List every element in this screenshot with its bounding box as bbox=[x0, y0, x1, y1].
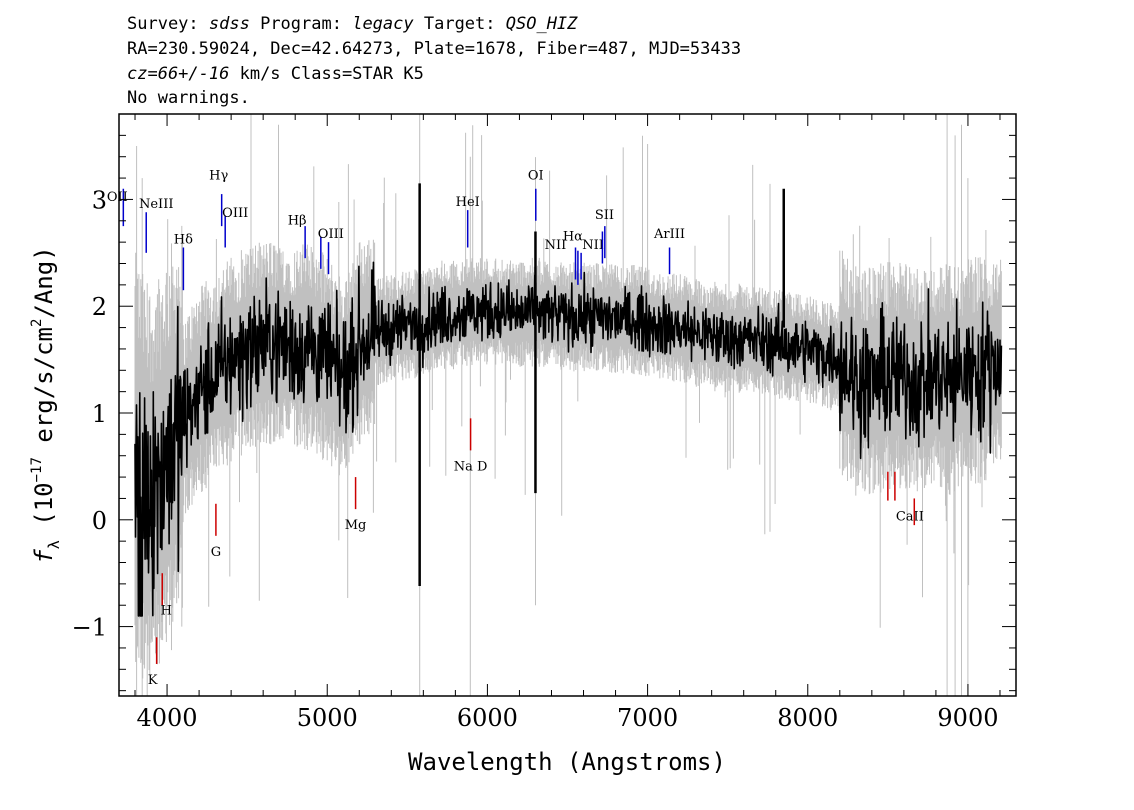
emission-label-15: ArIII bbox=[653, 227, 685, 242]
plot-frame bbox=[118, 113, 1017, 697]
emission-label-1: NeIII bbox=[139, 197, 173, 212]
emission-label-5: Hβ bbox=[288, 213, 307, 228]
target-value: QSO_HIZ bbox=[506, 14, 578, 34]
absorption-label-2: G bbox=[211, 545, 221, 560]
y-title-close: /Ang) bbox=[30, 246, 58, 318]
cz-value: cz=66+/-16 bbox=[127, 64, 229, 84]
error-series bbox=[134, 114, 1002, 696]
target-label: Target: bbox=[414, 14, 506, 34]
x-tick-label: 9000 bbox=[937, 704, 998, 732]
emission-label-12: NII bbox=[582, 238, 604, 253]
y-title-f: f bbox=[30, 549, 58, 564]
x-tick-label: 5000 bbox=[297, 704, 358, 732]
y-tick-label: −1 bbox=[72, 614, 107, 642]
y-title-exp1: −17 bbox=[29, 457, 45, 482]
survey-label: Survey: bbox=[127, 14, 209, 34]
emission-label-13: SII bbox=[595, 208, 614, 223]
absorption-label-4: Na D bbox=[454, 459, 488, 474]
y-tick-label: 0 bbox=[92, 507, 107, 535]
emission-label-6: OIII bbox=[318, 227, 344, 242]
flux-series bbox=[134, 183, 1003, 617]
header-line-4: No warnings. bbox=[127, 88, 250, 108]
program-value: legacy bbox=[352, 14, 414, 34]
survey-value: sdss bbox=[209, 14, 250, 34]
y-title-mid: erg/s/cm bbox=[30, 327, 58, 457]
y-tick-label: 3 bbox=[92, 186, 107, 214]
header-line-2: RA=230.59024, Dec=42.64273, Plate=1678, … bbox=[127, 39, 741, 59]
emission-label-10: NII bbox=[545, 238, 567, 253]
x-axis-title: Wavelength (Angstroms) bbox=[408, 748, 726, 776]
emission-label-8: HeI bbox=[456, 195, 480, 210]
x-tick-label: 7000 bbox=[617, 704, 678, 732]
y-title-lambda: λ bbox=[45, 540, 63, 549]
program-label: Program: bbox=[250, 14, 352, 34]
error-band bbox=[134, 114, 1002, 696]
emission-label-11: Hα bbox=[563, 229, 583, 244]
x-tick-label: 6000 bbox=[457, 704, 518, 732]
y-tick-label: 2 bbox=[92, 293, 107, 321]
y-title-open: (10 bbox=[30, 482, 58, 540]
flux-line bbox=[134, 261, 1003, 617]
emission-label-3: Hγ bbox=[209, 168, 228, 183]
absorption-label-5: CaII bbox=[896, 510, 924, 525]
class-text: km/s Class=STAR K5 bbox=[229, 64, 423, 84]
x-tick-label: 4000 bbox=[137, 704, 198, 732]
y-title-exp2: 2 bbox=[29, 319, 45, 327]
emission-label-0: OII bbox=[107, 190, 128, 205]
header-line-3: cz=66+/-16 km/s Class=STAR K5 bbox=[127, 64, 424, 84]
emission-label-2: Hδ bbox=[174, 232, 193, 247]
axis-ticks: 4000 5000 6000 7000 8000 9000 −1 0 1 2 3 bbox=[72, 114, 1016, 732]
y-axis-title: fλ (10−17 erg/s/cm2/Ang) bbox=[29, 246, 63, 563]
x-tick-label: 8000 bbox=[777, 704, 838, 732]
emission-label-4: OIII bbox=[222, 206, 248, 221]
emission-label-9: OI bbox=[528, 168, 544, 183]
absorption-label-0: K bbox=[148, 673, 158, 688]
header-line-1: Survey: sdss Program: legacy Target: QSO… bbox=[127, 14, 578, 34]
y-tick-label: 1 bbox=[92, 400, 107, 428]
absorption-label-1: H bbox=[161, 604, 172, 619]
absorption-label-3: Mg bbox=[345, 518, 367, 533]
